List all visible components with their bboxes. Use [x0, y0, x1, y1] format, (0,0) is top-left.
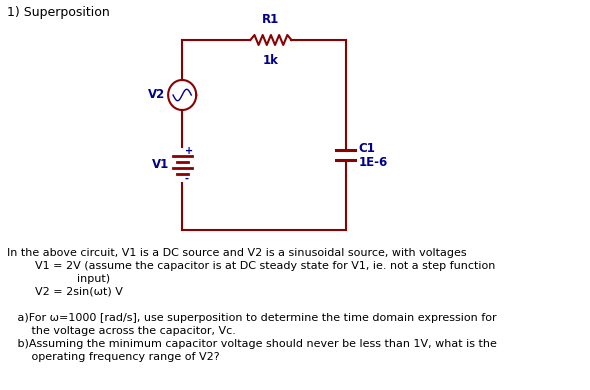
Text: +: + — [185, 146, 193, 156]
Text: a)For ω=1000 [rad/s], use superposition to determine the time domain expression : a)For ω=1000 [rad/s], use superposition … — [8, 313, 497, 323]
Text: the voltage across the capacitor, Vc.: the voltage across the capacitor, Vc. — [8, 326, 237, 336]
Text: In the above circuit, V1 is a DC source and V2 is a sinusoidal source, with volt: In the above circuit, V1 is a DC source … — [8, 248, 467, 258]
Text: -: - — [185, 174, 189, 184]
Text: C1: C1 — [359, 142, 376, 156]
Text: 1) Superposition: 1) Superposition — [8, 6, 110, 19]
Text: V2 = 2sin(ωt) V: V2 = 2sin(ωt) V — [8, 287, 123, 297]
Text: V1 = 2V (assume the capacitor is at DC steady state for V1, ie. not a step funct: V1 = 2V (assume the capacitor is at DC s… — [8, 261, 496, 271]
Text: R1: R1 — [263, 13, 280, 26]
Text: b)Assuming the minimum capacitor voltage should never be less than 1V, what is t: b)Assuming the minimum capacitor voltage… — [8, 339, 497, 349]
Text: 1E-6: 1E-6 — [359, 156, 388, 170]
Text: 1k: 1k — [263, 54, 279, 67]
Text: operating frequency range of V2?: operating frequency range of V2? — [8, 352, 220, 362]
Text: V2: V2 — [148, 89, 165, 101]
Text: V1: V1 — [152, 158, 169, 172]
Text: input): input) — [8, 274, 110, 284]
